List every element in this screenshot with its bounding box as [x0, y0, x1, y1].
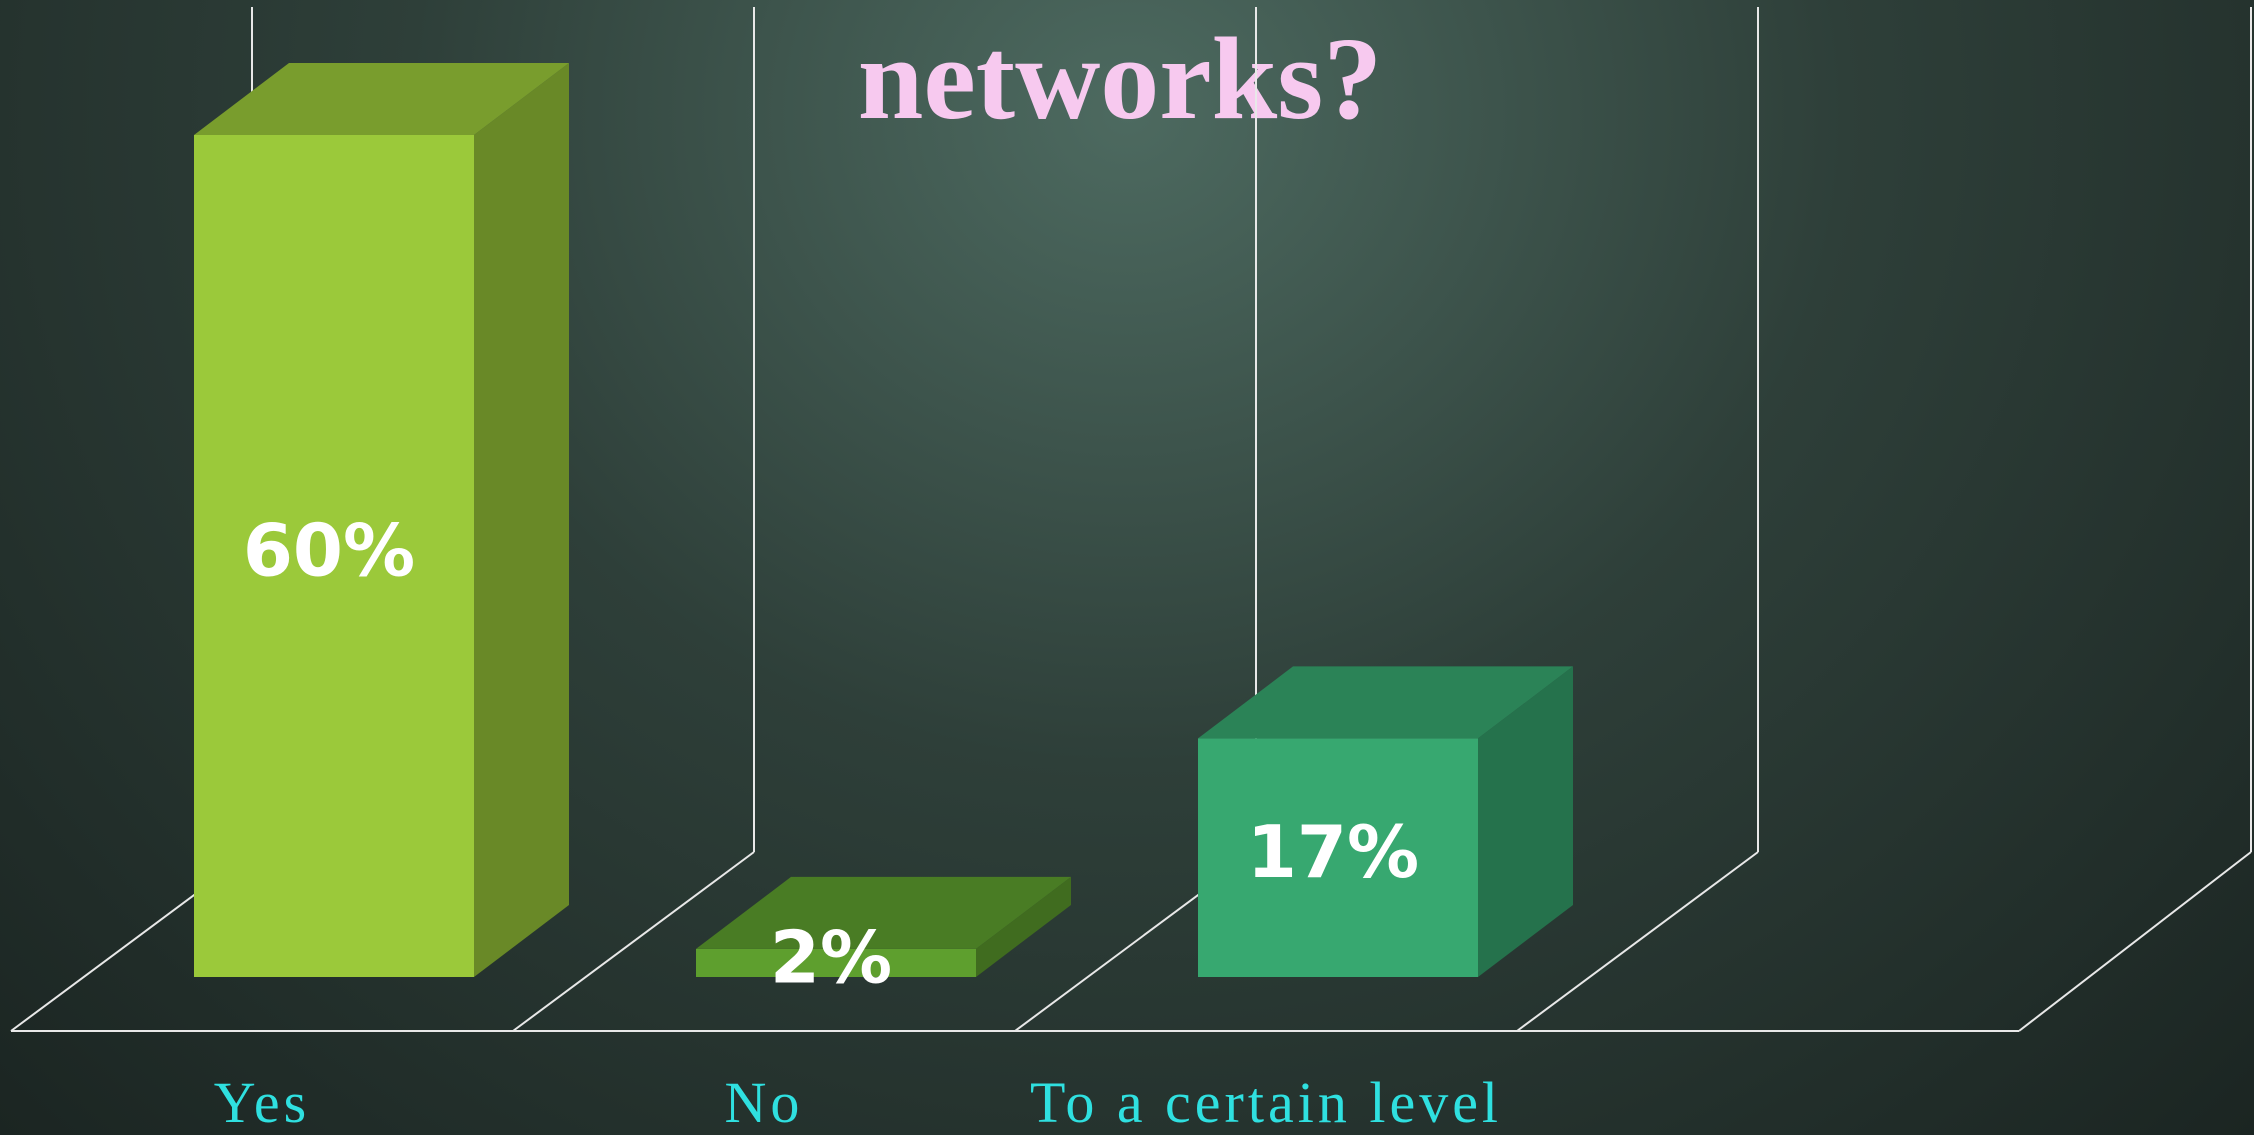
bar-top	[696, 876, 1071, 949]
bar-top	[194, 63, 569, 135]
floor-edge	[1516, 851, 1759, 1032]
x-tick-label: To a certain level	[1030, 1070, 1502, 1135]
floor-edge	[2018, 851, 2252, 1032]
bar	[194, 135, 474, 977]
data-label: 17%	[1247, 810, 1419, 894]
x-tick-label: No	[725, 1070, 804, 1135]
bar	[696, 948, 976, 977]
bar-side	[976, 876, 1071, 977]
data-label: 60%	[243, 509, 415, 593]
x-tick-label: Yes	[214, 1070, 310, 1135]
bar	[1198, 738, 1478, 977]
data-label: 2%	[770, 915, 892, 999]
chart-title: networks?	[858, 13, 1382, 144]
bar-top	[1198, 666, 1573, 739]
bar-side	[474, 63, 569, 977]
bar-side	[1478, 666, 1573, 977]
floor-edge	[512, 851, 755, 1032]
